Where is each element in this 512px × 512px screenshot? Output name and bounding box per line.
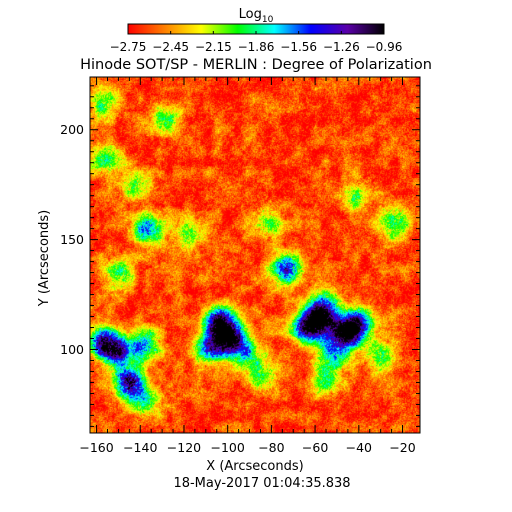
colorbar-tick-label: −2.45 bbox=[152, 40, 189, 54]
plot-area bbox=[89, 76, 421, 434]
colorbar-tick-label: −2.15 bbox=[195, 40, 232, 54]
x-tick-label: −80 bbox=[258, 440, 284, 455]
colorbar-title: Log10 bbox=[239, 7, 274, 25]
colorbar-tick-label: −1.26 bbox=[323, 40, 360, 54]
timestamp: 18-May-2017 01:04:35.838 bbox=[173, 476, 350, 491]
y-tick-label: 200 bbox=[60, 122, 84, 137]
heatmap-image bbox=[90, 77, 420, 433]
y-tick-label: 100 bbox=[60, 342, 84, 357]
colorbar-tick-label: −0.96 bbox=[366, 40, 403, 54]
x-tick-label: −140 bbox=[123, 440, 157, 455]
colorbar-tick-label: −1.56 bbox=[280, 40, 317, 54]
y-axis: 100 150 200 bbox=[60, 85, 420, 427]
colorbar-ticks: −2.75 −2.45 −2.15 −1.86 −1.56 −1.26 −0.96 bbox=[110, 31, 403, 54]
x-tick-label: −160 bbox=[79, 440, 113, 455]
y-axis-label: Y (Arcseconds) bbox=[37, 210, 52, 307]
x-axis: −160 −140 −120 −100 −80 −60 −40 −20 bbox=[79, 77, 416, 455]
y-tick-label: 150 bbox=[60, 232, 84, 247]
x-tick-label: −100 bbox=[211, 440, 245, 455]
x-tick-label: −20 bbox=[389, 440, 415, 455]
plot-frame bbox=[89, 76, 421, 434]
colorbar-tick-label: −1.86 bbox=[238, 40, 275, 54]
x-tick-label: −60 bbox=[302, 440, 328, 455]
x-axis-label: X (Arcseconds) bbox=[206, 459, 303, 474]
colorbar-tick-label: −2.75 bbox=[110, 40, 147, 54]
x-tick-label: −40 bbox=[346, 440, 372, 455]
colorbar-title-subscript: 10 bbox=[262, 15, 274, 25]
colorbar-title-main: Log bbox=[239, 7, 262, 22]
x-tick-label: −120 bbox=[167, 440, 201, 455]
chart-title: Hinode SOT/SP - MERLIN : Degree of Polar… bbox=[80, 57, 432, 73]
